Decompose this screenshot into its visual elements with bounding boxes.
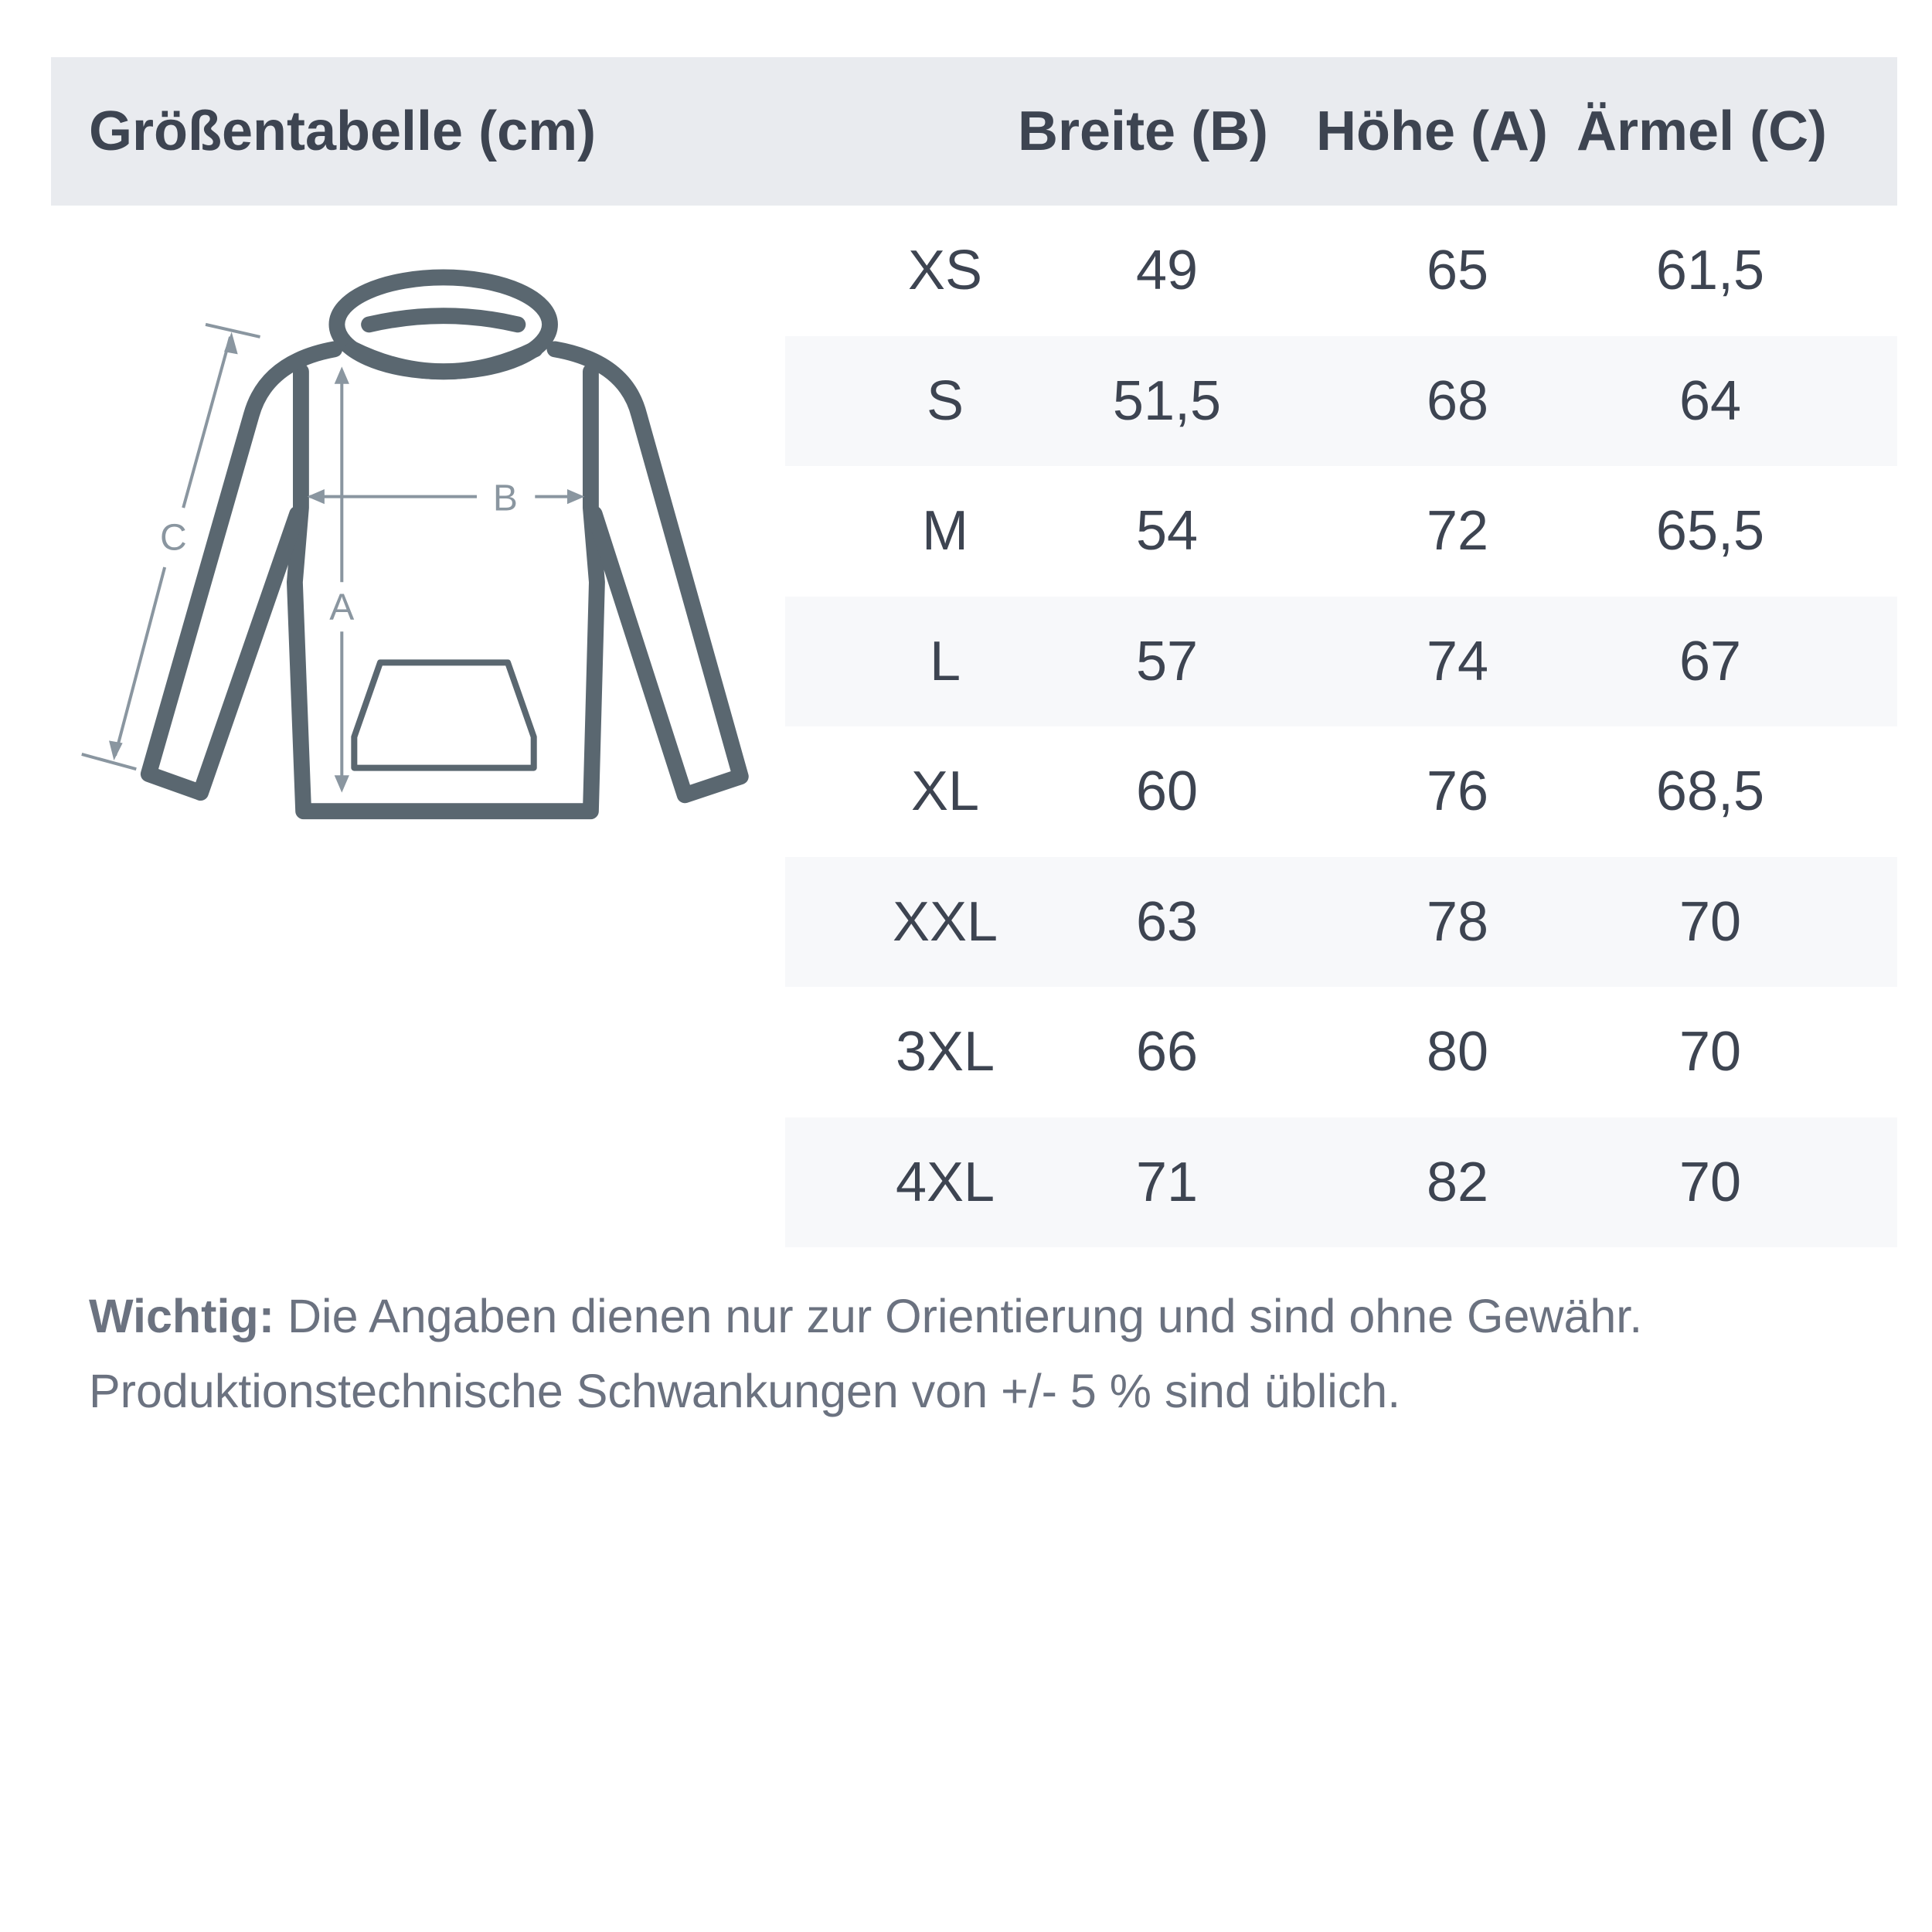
measure-c-tick-bottom xyxy=(81,753,137,771)
cell-size: 3XL xyxy=(895,1021,995,1083)
cell-hoehe: 78 xyxy=(1426,890,1489,953)
cell-breite: 63 xyxy=(1135,890,1199,953)
column-header-aermel: Ärmel (C) xyxy=(1577,100,1828,162)
table-row: XL 60 76 68,5 xyxy=(785,726,1897,857)
measure-label-a: A xyxy=(329,586,354,628)
cell-hoehe: 80 xyxy=(1426,1021,1489,1083)
table-row: M 54 72 65,5 xyxy=(785,466,1897,597)
cell-hoehe: 82 xyxy=(1426,1151,1489,1213)
hoodie-hood-collar xyxy=(345,341,543,380)
table-row: L 57 74 67 xyxy=(785,596,1897,726)
hoodie-right-sleeve xyxy=(546,341,749,804)
cell-aermel: 70 xyxy=(1679,890,1742,953)
cell-breite: 60 xyxy=(1135,760,1199,822)
table-row: S 51,5 68 64 xyxy=(785,335,1897,466)
cell-size: S xyxy=(926,369,964,432)
cell-aermel: 61,5 xyxy=(1655,240,1765,301)
column-header-hoehe: Höhe (A) xyxy=(1316,100,1548,162)
cell-size: L xyxy=(929,630,961,692)
measure-label-c: C xyxy=(160,517,187,559)
note-line-1: Die Angaben dienen nur zur Orientierung … xyxy=(274,1290,1643,1342)
table-row: XS 49 65 61,5 xyxy=(785,206,1897,336)
cell-hoehe: 72 xyxy=(1426,500,1489,562)
cell-breite: 49 xyxy=(1135,240,1199,301)
hoodie-hood-inner xyxy=(361,308,526,333)
cell-breite: 57 xyxy=(1135,630,1199,692)
cell-aermel: 70 xyxy=(1679,1021,1742,1083)
hoodie-pocket xyxy=(351,659,537,771)
cell-aermel: 70 xyxy=(1679,1151,1742,1213)
table-row: 4XL 71 82 70 xyxy=(785,1117,1897,1247)
cell-breite: 54 xyxy=(1135,500,1199,562)
cell-breite: 51,5 xyxy=(1112,369,1222,432)
cell-size: XXL xyxy=(892,890,998,953)
measure-lines xyxy=(81,322,585,793)
measure-c-line-top xyxy=(182,336,233,509)
table-header: Größentabelle (cm) Breite (B) Höhe (A) Ä… xyxy=(51,57,1897,206)
cell-hoehe: 76 xyxy=(1426,760,1489,822)
table-row: 3XL 66 80 70 xyxy=(785,987,1897,1117)
hoodie-left-sleeve xyxy=(140,341,343,801)
measure-label-b: B xyxy=(493,477,518,519)
measure-c-tick-top xyxy=(205,322,260,338)
note-label: Wichtig: xyxy=(89,1290,275,1342)
cell-aermel: 68,5 xyxy=(1655,760,1765,822)
cell-aermel: 67 xyxy=(1679,630,1742,692)
column-header-breite: Breite (B) xyxy=(1018,100,1269,162)
cell-size: 4XL xyxy=(895,1151,995,1213)
cell-hoehe: 74 xyxy=(1426,630,1489,692)
note-line-2: Produktionstechnische Schwankungen von +… xyxy=(89,1365,1401,1417)
cell-aermel: 65,5 xyxy=(1655,500,1765,562)
cell-size: XS xyxy=(907,240,983,301)
measure-c-line-bottom xyxy=(114,566,167,757)
cell-hoehe: 65 xyxy=(1426,240,1489,301)
cell-size: XL xyxy=(910,760,980,822)
size-table: XS 49 65 61,5 S 51,5 68 64 M 54 72 65,5 L 57 74 67 XL 60 7… xyxy=(785,206,1897,1247)
page-title: Größentabelle (cm) xyxy=(89,100,597,162)
cell-hoehe: 68 xyxy=(1426,369,1489,432)
cell-size: M xyxy=(922,500,968,562)
disclaimer-note: Wichtig: Die Angaben dienen nur zur Orie… xyxy=(89,1279,1642,1429)
table-row: XXL 63 78 70 xyxy=(785,856,1897,987)
cell-breite: 66 xyxy=(1135,1021,1199,1083)
cell-aermel: 64 xyxy=(1679,369,1742,432)
cell-breite: 71 xyxy=(1135,1151,1199,1213)
hoodie-outline xyxy=(140,269,749,820)
